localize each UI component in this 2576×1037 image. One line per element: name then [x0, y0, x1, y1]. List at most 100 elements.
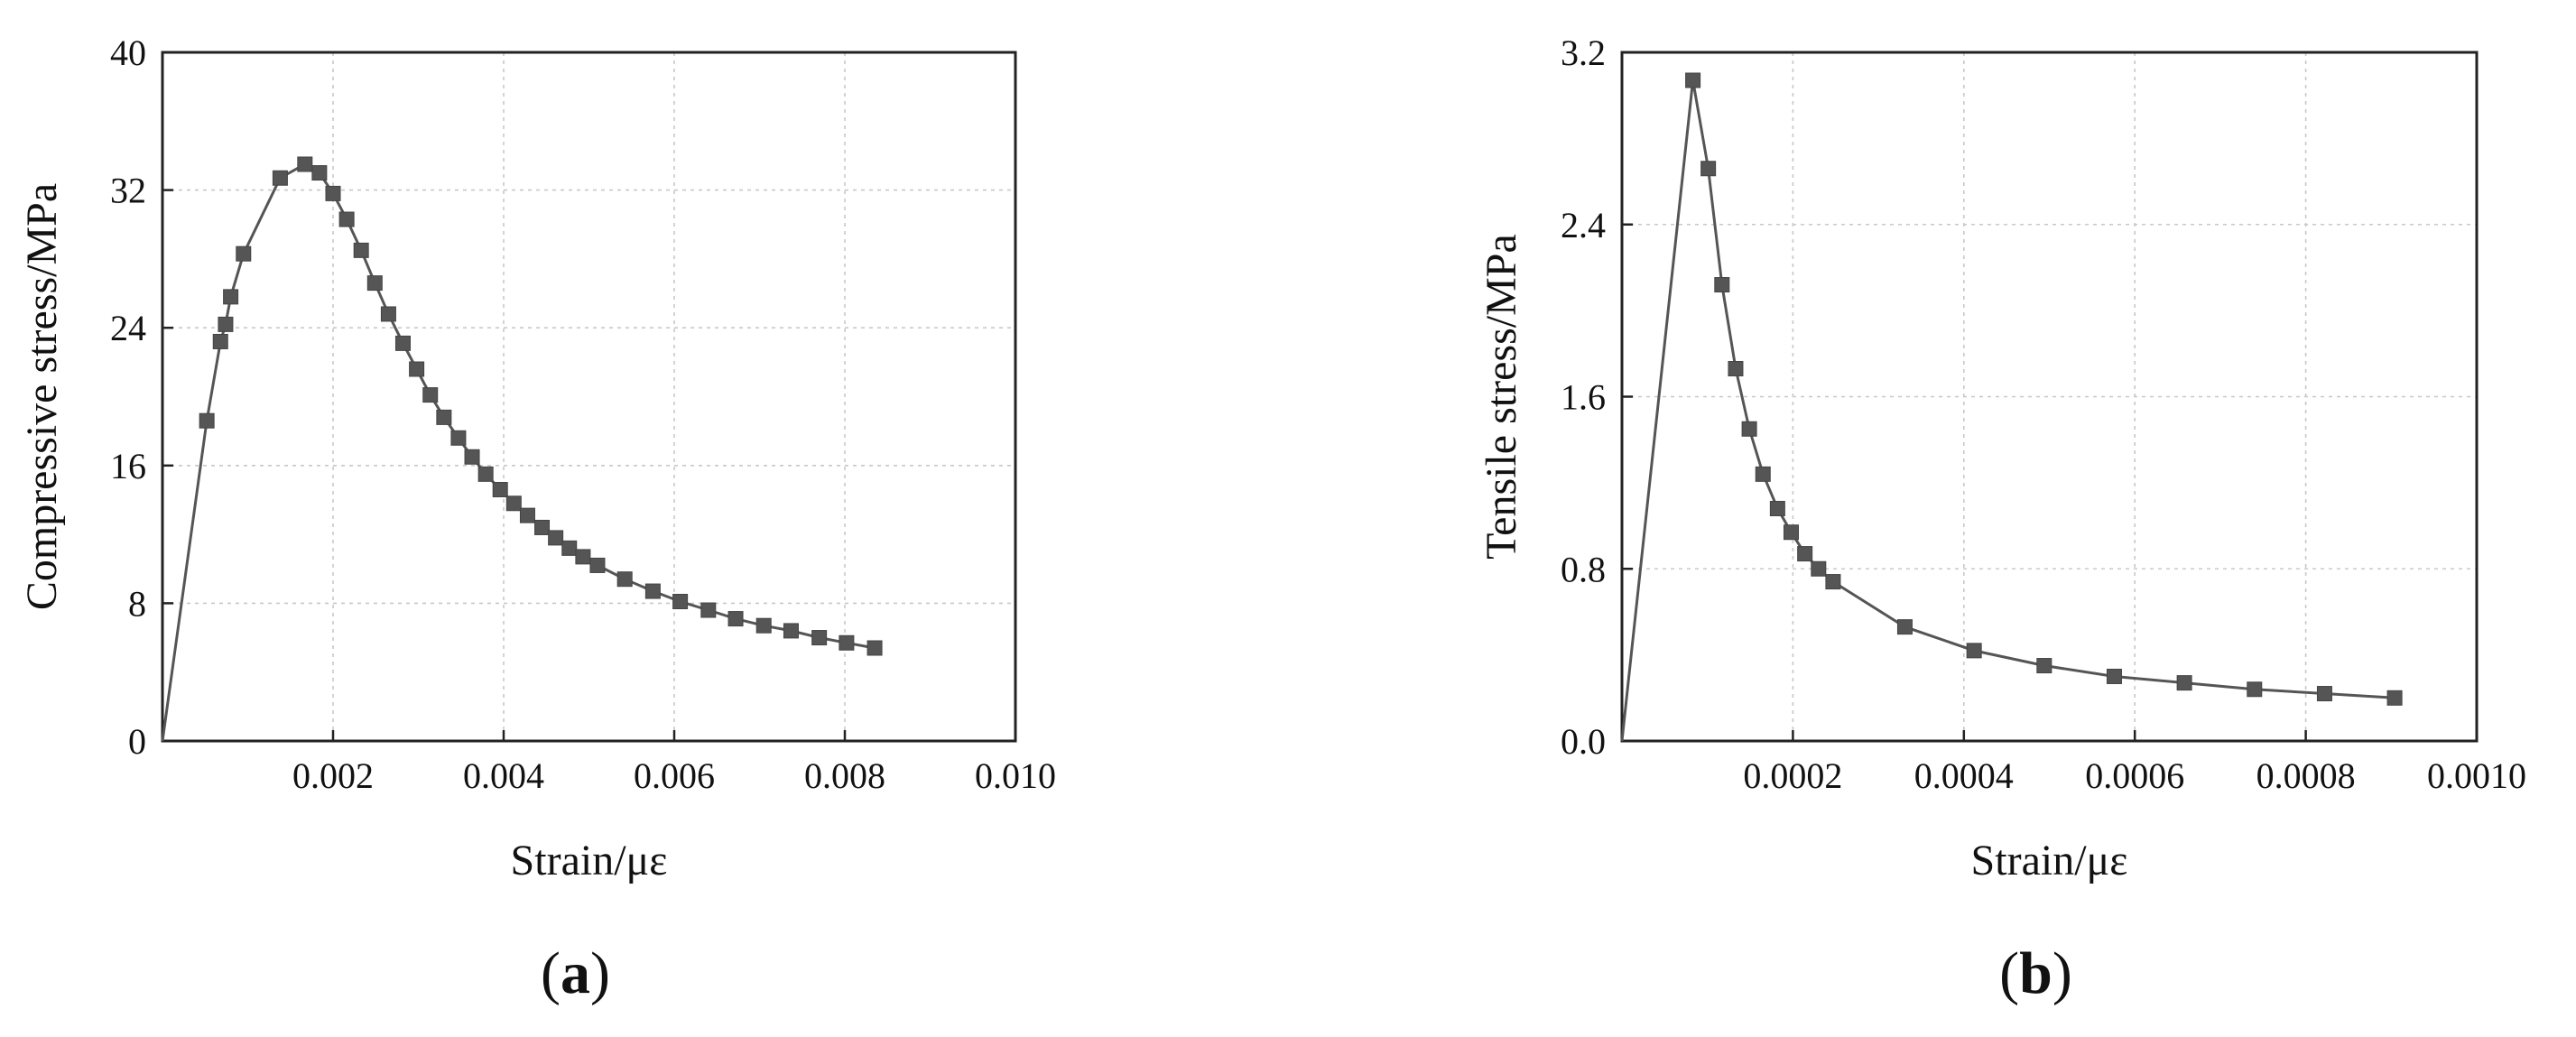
- series-markers-a: [199, 156, 883, 656]
- data-point-marker: [464, 449, 480, 465]
- data-point-marker: [1811, 560, 1827, 577]
- data-point-marker: [783, 623, 799, 639]
- x-axis-title-a: Strain/με: [511, 837, 668, 884]
- grid-a: [162, 52, 1015, 741]
- x-tick-label: 0.008: [804, 755, 885, 796]
- data-point-marker: [236, 245, 252, 262]
- data-point-marker: [311, 165, 328, 181]
- data-point-marker: [589, 557, 606, 573]
- data-point-marker: [218, 316, 234, 332]
- data-point-marker: [811, 630, 828, 646]
- chart-panel-b: 0.0002 0.0004 0.0006 0.0008 0.0010 0.0 0.8 1.6…: [1478, 32, 2526, 1006]
- ticks-b: [1622, 51, 2479, 743]
- data-point-marker: [1825, 574, 1841, 590]
- data-point-marker: [839, 634, 855, 651]
- x-tick-label: 0.0008: [2256, 755, 2356, 796]
- data-point-marker: [394, 335, 411, 351]
- y-tick-label: 16: [110, 446, 146, 486]
- data-point-marker: [1685, 72, 1701, 88]
- x-tick-label: 0.0002: [1743, 755, 1842, 796]
- x-tick-labels-b: 0.0002 0.0004 0.0006 0.0008 0.0010: [1743, 755, 2526, 796]
- data-point-marker: [2247, 681, 2263, 698]
- data-point-marker: [477, 466, 494, 482]
- y-tick-label: 1.6: [1561, 377, 1606, 418]
- data-point-marker: [2106, 668, 2122, 684]
- x-tick-label: 0.0004: [1914, 755, 2014, 796]
- data-point-marker: [409, 361, 425, 377]
- data-point-marker: [1755, 466, 1771, 482]
- x-tick-label: 0.004: [463, 755, 544, 796]
- panel-letter-a: a: [561, 940, 590, 1006]
- data-point-marker: [1797, 546, 1813, 562]
- data-point-marker: [450, 430, 467, 446]
- data-point-marker: [325, 185, 341, 201]
- data-point-marker: [436, 409, 452, 425]
- y-tick-labels-b: 0.0 0.8 1.6 2.4 3.2: [1561, 32, 1606, 762]
- x-axis-title-b: Strain/με: [1971, 837, 2128, 884]
- data-point-marker: [223, 289, 239, 305]
- series-line-a: [161, 162, 876, 742]
- data-point-marker: [561, 540, 578, 556]
- data-point-marker: [1714, 277, 1730, 293]
- data-point-marker: [1896, 619, 1913, 635]
- chart-panel-a: 0.002 0.004 0.006 0.008 0.010 0 8 16 24 32 40 Str…: [18, 32, 1056, 1006]
- data-point-marker: [212, 333, 228, 349]
- data-point-marker: [1784, 524, 1800, 541]
- data-point-marker: [505, 495, 522, 512]
- data-point-marker: [534, 519, 551, 535]
- data-point-marker: [2316, 686, 2332, 702]
- y-tick-label: 0.0: [1561, 721, 1606, 762]
- y-axis-title-a: Compressive stress/MPa: [18, 183, 66, 610]
- data-point-marker: [866, 640, 883, 656]
- data-point-marker: [380, 306, 396, 322]
- data-point-marker: [2036, 658, 2052, 674]
- grid-b: [1622, 52, 2477, 741]
- data-point-marker: [199, 412, 215, 429]
- series-line-b: [1620, 79, 2395, 742]
- data-point-marker: [644, 583, 661, 599]
- plot-frame-a: [161, 51, 1017, 743]
- series-markers-b: [1685, 72, 2403, 706]
- x-tick-labels-a: 0.002 0.004 0.006 0.008 0.010: [292, 755, 1056, 796]
- data-point-marker: [492, 482, 508, 498]
- x-tick-label: 0.006: [634, 755, 715, 796]
- y-tick-label: 40: [110, 32, 146, 73]
- data-point-marker: [727, 611, 744, 627]
- data-point-marker: [338, 211, 355, 227]
- x-tick-label: 0.0010: [2427, 755, 2526, 796]
- ticks-a: [162, 51, 1017, 743]
- y-axis-title-b: Tensile stress/MPa: [1478, 234, 1525, 560]
- data-point-marker: [755, 617, 772, 634]
- data-point-marker: [353, 242, 369, 258]
- data-point-marker: [366, 275, 383, 292]
- panel-letter-b: b: [2019, 940, 2052, 1006]
- data-point-marker: [1728, 361, 1744, 377]
- panel-label-b: (b): [1999, 940, 2072, 1006]
- y-tick-label: 0: [128, 721, 146, 762]
- data-point-marker: [297, 156, 313, 172]
- data-point-marker: [672, 593, 689, 609]
- data-point-marker: [1700, 161, 1717, 177]
- data-point-marker: [616, 571, 633, 588]
- x-tick-label: 0.002: [292, 755, 374, 796]
- y-tick-label: 24: [110, 308, 146, 348]
- data-point-marker: [1741, 421, 1757, 437]
- data-point-marker: [1966, 643, 1982, 659]
- data-point-marker: [700, 602, 717, 618]
- y-tick-label: 2.4: [1561, 205, 1606, 245]
- x-tick-label: 0.0006: [2085, 755, 2184, 796]
- y-tick-label: 8: [128, 583, 146, 624]
- x-tick-label: 0.010: [975, 755, 1056, 796]
- panel-label-a: (a): [541, 940, 610, 1006]
- data-point-marker: [1769, 500, 1785, 516]
- data-point-marker: [2176, 675, 2192, 691]
- data-point-marker: [422, 387, 439, 403]
- data-point-marker: [575, 549, 591, 565]
- y-tick-label: 0.8: [1561, 549, 1606, 589]
- data-point-marker: [2386, 690, 2403, 706]
- data-point-marker: [548, 530, 564, 546]
- y-tick-label: 3.2: [1561, 32, 1606, 73]
- data-point-marker: [519, 507, 535, 523]
- y-tick-label: 32: [110, 171, 146, 211]
